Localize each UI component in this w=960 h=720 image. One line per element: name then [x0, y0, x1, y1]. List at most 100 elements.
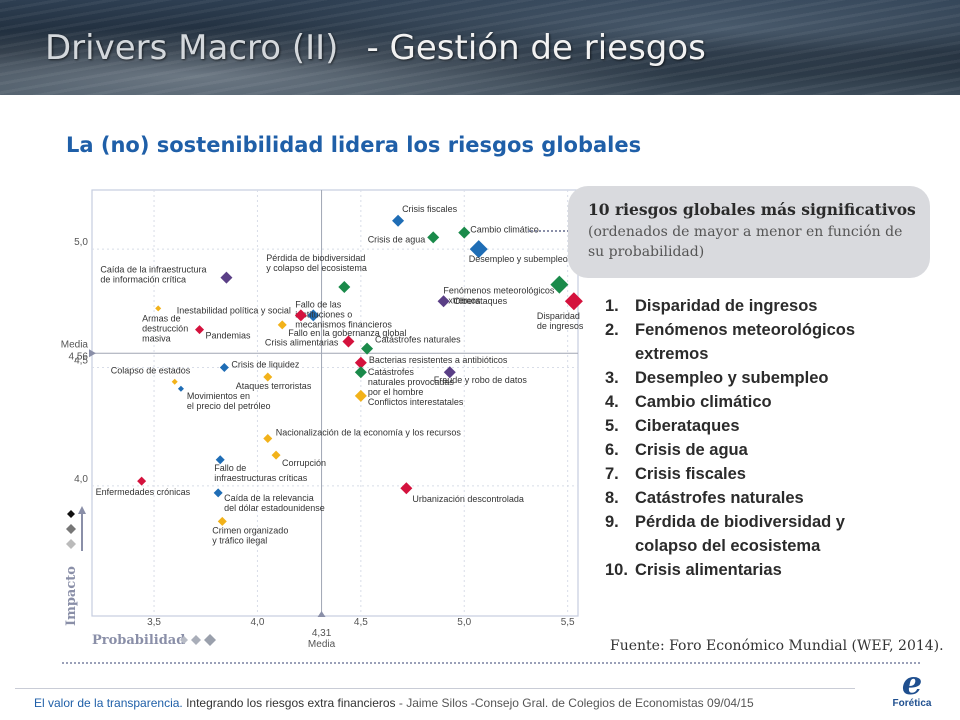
risk-point — [171, 378, 178, 385]
slide-subtitle: La (no) sostenibilidad lidera los riesgo… — [66, 133, 642, 157]
risk-point — [215, 455, 225, 465]
list-item: 1. Disparidad de ingresos — [605, 294, 895, 318]
risk-point-label: Conflictos interestatales — [368, 397, 464, 407]
risk-point-label: Nacionalización de la economía y los rec… — [276, 428, 462, 438]
risk-point-label: Inestabilidad política y social — [177, 305, 291, 315]
list-item-num: 2. — [605, 321, 619, 339]
risk-point-label: Armas de — [142, 313, 181, 323]
x-tick-label: 4,0 — [250, 617, 264, 628]
risk-point — [177, 385, 184, 392]
list-item: 10. Crisis alimentarias — [605, 558, 895, 582]
info-box-title: 10 riesgos globales más significativos — [588, 200, 916, 219]
risk-point — [338, 281, 351, 294]
risk-point — [263, 372, 273, 382]
risk-point — [217, 516, 227, 526]
list-item-text: Crisis de agua — [635, 441, 748, 459]
risk-point — [354, 366, 367, 379]
risk-point — [137, 476, 147, 486]
risk-point-label: Corrupción — [282, 458, 326, 468]
x-mean-marker — [317, 611, 326, 617]
risk-point-label: Fraude y robo de datos — [434, 375, 528, 385]
risk-point-label: mecanismos financieros — [295, 319, 392, 329]
x-tick-label: 5,5 — [561, 617, 575, 628]
risk-point-label: extremos — [443, 296, 481, 306]
footer-part3: - Jaime Silos -Consejo Gral. de Colegios… — [395, 696, 754, 710]
list-item: 9. Pérdida de biodiversidad y colapso del… — [605, 510, 895, 558]
footer: El valor de la transparencia. Integrando… — [34, 696, 754, 710]
risk-point — [155, 305, 162, 312]
risk-point — [564, 292, 583, 311]
page-title-part1: Drivers Macro (II) — [45, 28, 339, 68]
risk-point — [443, 366, 456, 379]
y-mean-value: 4,56 — [69, 351, 89, 362]
risk-point-label: Enfermedades crónicas — [96, 487, 191, 497]
list-item: 8. Catástrofes naturales — [605, 486, 895, 510]
risk-point-label: Disparidad — [537, 311, 580, 321]
risk-point — [294, 309, 307, 322]
risk-point-label: Catástrofes naturales — [375, 335, 461, 345]
list-item-text: Disparidad de ingresos — [635, 297, 818, 315]
risk-point — [263, 434, 273, 443]
risk-point — [213, 488, 223, 498]
risk-point-label: Crisis de liquidez — [231, 360, 300, 370]
x-tick-label: 4,5 — [354, 617, 368, 628]
risk-point-label: instituciones o — [295, 309, 352, 319]
list-item-text: Desempleo y subempleo — [635, 369, 829, 387]
list-item: 7. Crisis fiscales — [605, 462, 895, 486]
y-mean-label: Media — [61, 339, 89, 350]
prob-legend-diamond — [191, 635, 201, 645]
impact-legend-diamond — [67, 510, 75, 518]
risk-point-label: y tráfico ilegal — [212, 535, 267, 545]
y-tick-label: 4,0 — [74, 474, 88, 485]
y-axis-title: Impacto — [64, 566, 79, 626]
list-item-num: 3. — [605, 369, 619, 387]
risk-point-label: Fallo en la gobernanza global — [288, 328, 406, 338]
list-item-text: Cambio climático — [635, 393, 772, 411]
list-item-num: 8. — [605, 489, 619, 507]
list-item-text: Crisis fiscales — [635, 465, 746, 483]
logo-mark: e — [901, 664, 923, 702]
list-item: 5. Ciberataques — [605, 414, 895, 438]
y-mean-marker — [89, 349, 96, 358]
impact-arrow-head — [78, 506, 86, 514]
risk-point-label: Cambio climático — [470, 225, 539, 235]
info-box-subtitle: (ordenados de mayor a menor en función d… — [588, 222, 914, 262]
x-tick-label: 3,5 — [147, 617, 161, 628]
risk-point-label: del dólar estadounidense — [224, 503, 325, 513]
risk-point — [219, 363, 229, 372]
risk-point-label: Pandemias — [206, 331, 252, 341]
list-item-text: Ciberataques — [635, 417, 740, 435]
impact-legend-diamond — [66, 539, 76, 549]
risk-scatter-svg: 3,5 4,0 4,5 5,0 5,54,04,55,04,31MediaMedia4,… — [61, 189, 584, 650]
risk-point-label: Caída de la relevancia — [224, 493, 314, 503]
logo-text: Forética — [892, 698, 932, 709]
risk-chart: 3,5 4,0 4,5 5,0 5,5 4,0 4,5 5,0 4,31 Media Media 4,… — [58, 186, 588, 656]
risk-point — [400, 482, 413, 495]
risk-point-label: Crisis de agua — [368, 234, 426, 244]
info-box: 10 riesgos globales más significativos (… — [568, 186, 930, 278]
page-title-part2: - Gestión de riesgos — [366, 28, 706, 68]
risk-point — [427, 231, 440, 244]
list-item: 6. Crisis de agua — [605, 438, 895, 462]
list-item-text: Pérdida de biodiversidad y colapso del e… — [635, 513, 845, 555]
risk-point-label: Ataques terroristas — [236, 381, 312, 391]
list-item-num: 9. — [605, 513, 619, 531]
list-item-text: Crisis alimentarias — [635, 561, 782, 579]
risk-point-label: Crisis fiscales — [402, 204, 458, 214]
risk-point-label: Fallo de — [214, 463, 246, 473]
risk-list: 1. Disparidad de ingresos 2. Fenómenos met… — [605, 294, 895, 582]
risk-point-label: Desempleo y subempleo — [469, 254, 568, 264]
risk-point — [220, 271, 233, 284]
bottom-divider — [62, 662, 920, 664]
list-item-text: Fenómenos meteorológicos extremos — [635, 321, 856, 363]
x-axis-title: Probabilidad — [92, 633, 185, 648]
risk-point-label: Fenómenos meteorológicos — [443, 286, 555, 296]
risk-point — [307, 309, 320, 322]
risk-point-label: Bacterias resistentes a antibióticos — [369, 355, 508, 365]
risk-point — [437, 295, 450, 308]
risk-point — [354, 389, 367, 402]
footer-part1: El valor de la transparencia. — [34, 696, 183, 710]
risk-point — [195, 325, 205, 335]
y-tick-label: 5,0 — [74, 237, 88, 248]
risk-point-label: Catástrofes — [368, 367, 415, 377]
